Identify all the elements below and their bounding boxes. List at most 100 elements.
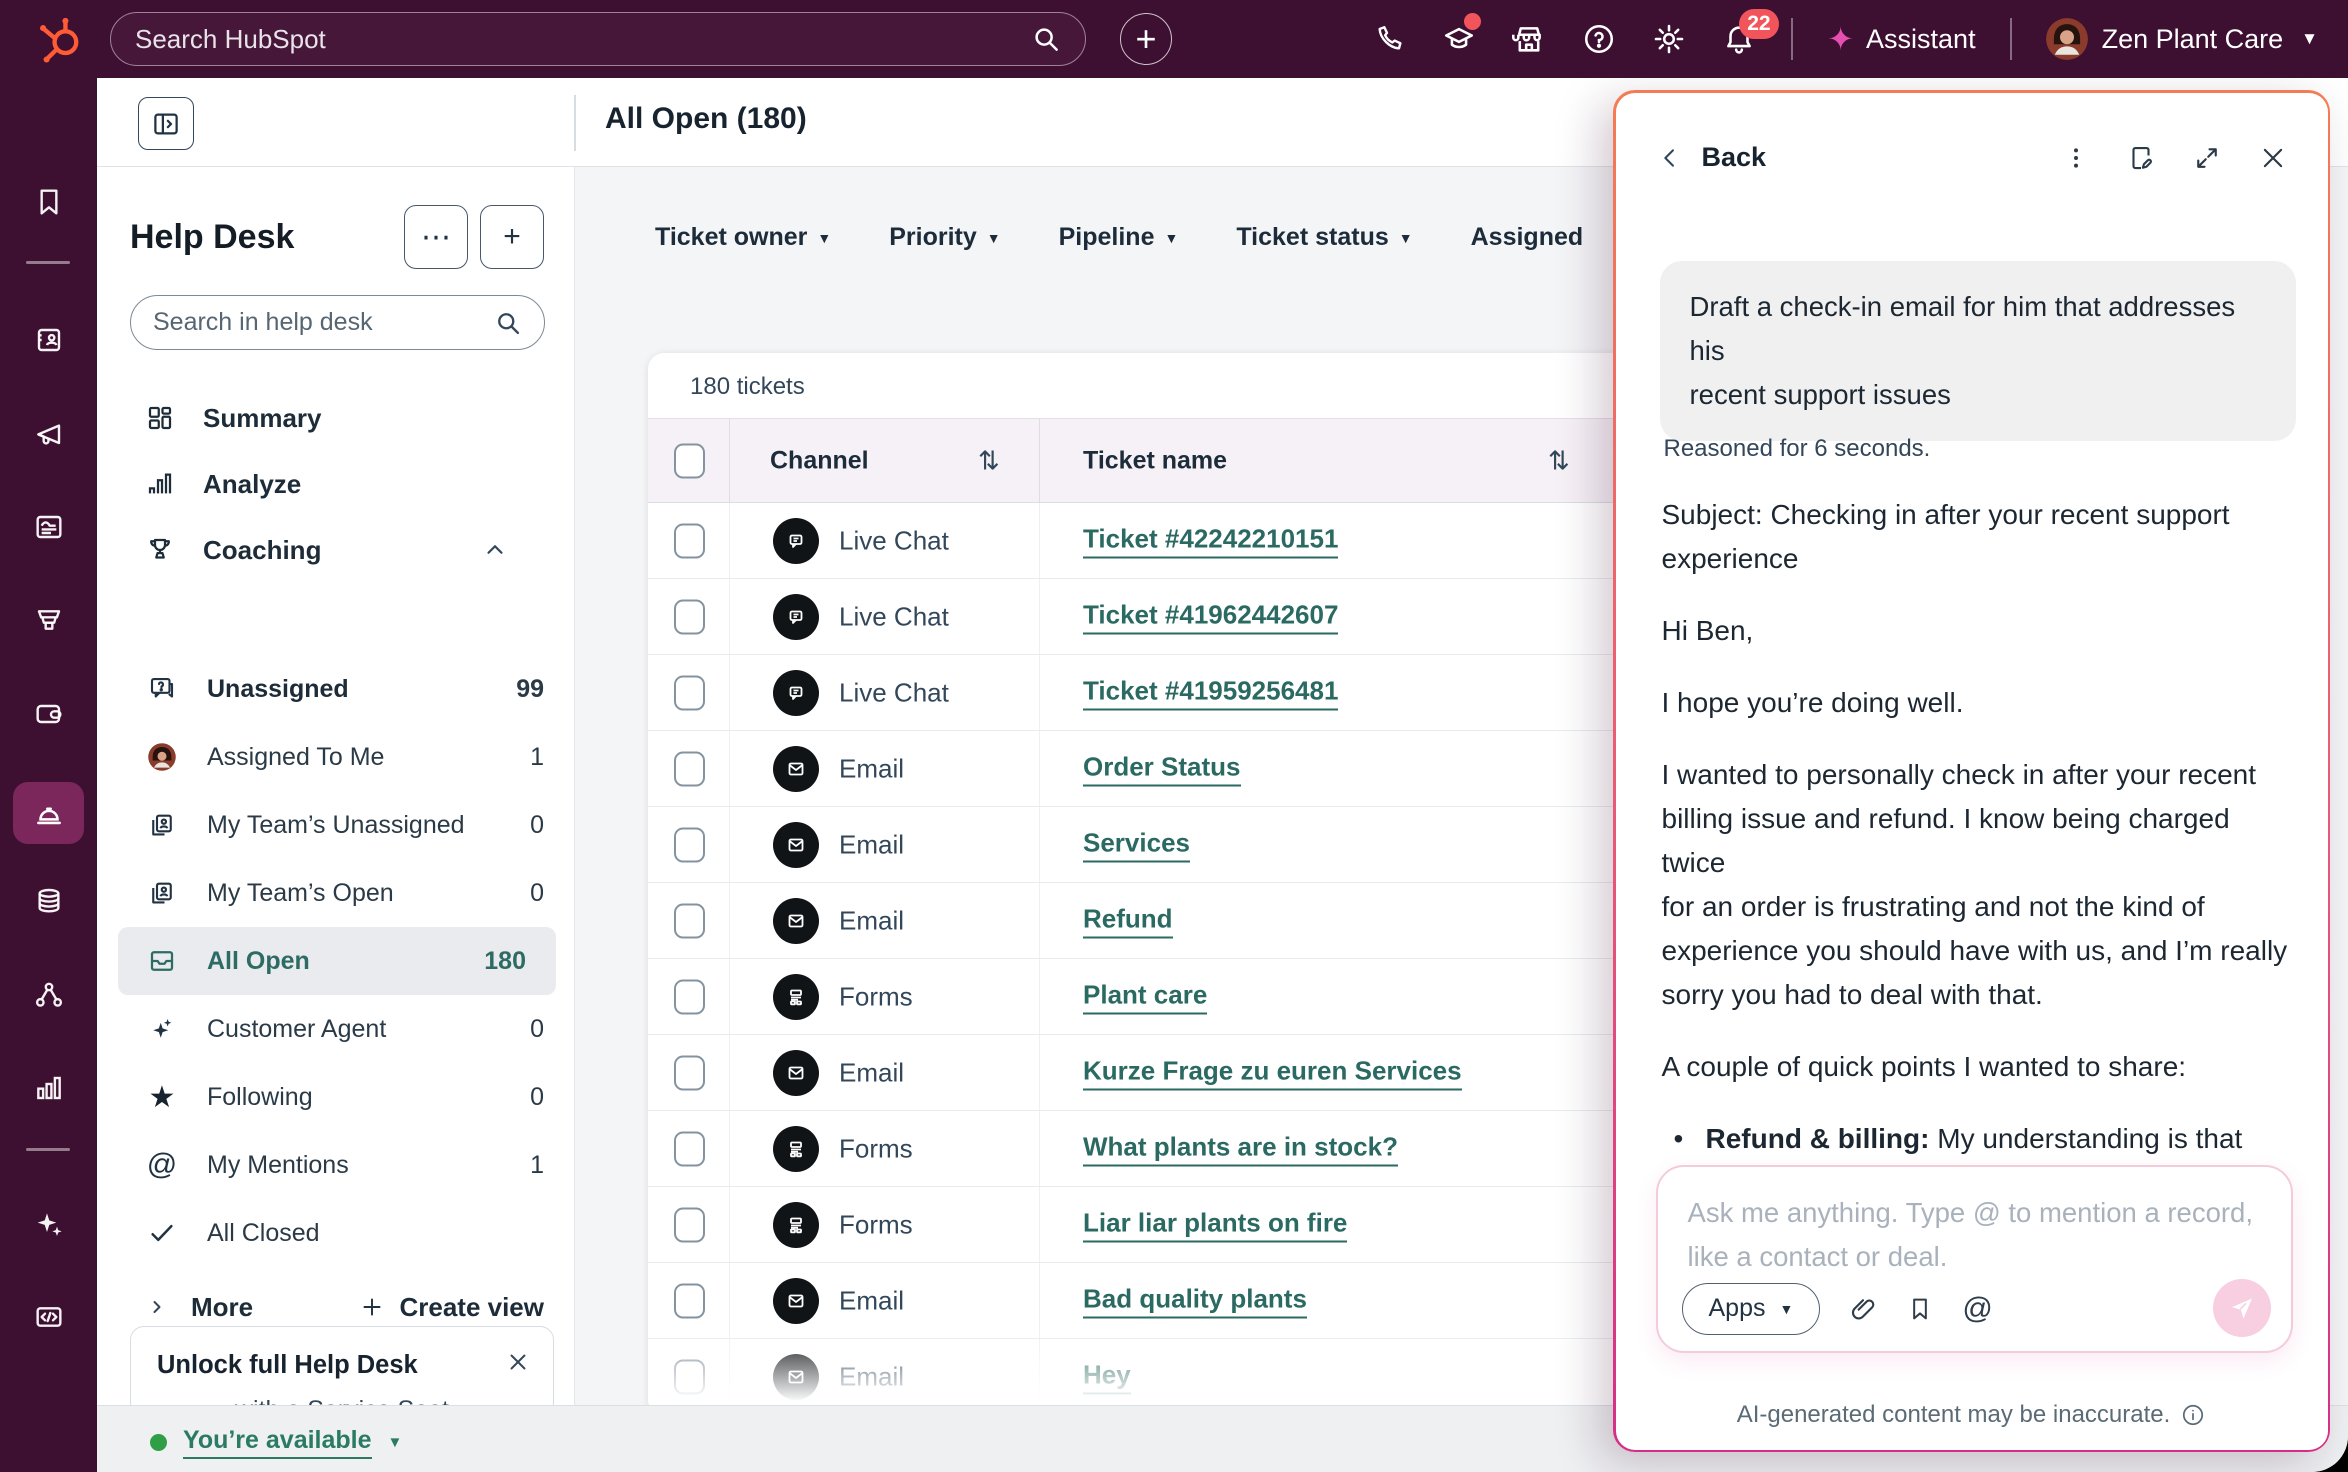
account-menu[interactable]: Zen Plant Care ▼ bbox=[2045, 18, 2318, 60]
filter-ticket-owner[interactable]: Ticket owner ▼ bbox=[655, 223, 831, 252]
mention-icon[interactable]: @ bbox=[1962, 1291, 1993, 1325]
notifications-icon[interactable]: 22 bbox=[1721, 9, 1779, 57]
contacts-icon[interactable] bbox=[0, 316, 97, 364]
create-button[interactable]: + bbox=[1120, 13, 1172, 65]
filter-priority[interactable]: Priority ▼ bbox=[889, 223, 1000, 252]
row-checkbox[interactable] bbox=[674, 979, 705, 1014]
sidebar-item-coaching[interactable]: Coaching bbox=[97, 517, 574, 583]
select-all-checkbox[interactable] bbox=[674, 443, 705, 478]
row-checkbox[interactable] bbox=[674, 675, 705, 710]
row-checkbox[interactable] bbox=[674, 1131, 705, 1166]
academy-icon[interactable] bbox=[1441, 13, 1482, 57]
sidebar-add-button[interactable]: + bbox=[480, 205, 544, 269]
view-my-mentions[interactable]: @ My Mentions 1 bbox=[97, 1131, 574, 1199]
view-team-open[interactable]: My Team’s Open 0 bbox=[97, 859, 574, 927]
send-button[interactable] bbox=[2212, 1278, 2271, 1337]
sidebar-item-analyze[interactable]: Analyze bbox=[97, 451, 574, 517]
ticket-link[interactable]: Plant care bbox=[1083, 979, 1208, 1014]
ticket-link[interactable]: Bad quality plants bbox=[1083, 1283, 1307, 1318]
ticket-link[interactable]: Services bbox=[1083, 827, 1190, 862]
filter-assigned[interactable]: Assigned bbox=[1471, 223, 1584, 252]
live-chat-icon bbox=[773, 669, 819, 716]
close-icon[interactable] bbox=[2258, 143, 2288, 173]
filter-ticket-status[interactable]: Ticket status ▼ bbox=[1236, 223, 1412, 252]
row-checkbox[interactable] bbox=[674, 751, 705, 786]
close-icon[interactable] bbox=[505, 1349, 531, 1375]
email-icon bbox=[773, 1354, 819, 1400]
sidebar-overflow-button[interactable]: ⋯ bbox=[404, 205, 468, 269]
ticket-link[interactable]: Liar liar plants on fire bbox=[1083, 1207, 1348, 1242]
ticket-link[interactable]: Hey bbox=[1083, 1360, 1131, 1395]
ticket-link[interactable]: Order Status bbox=[1083, 751, 1241, 786]
ticket-link[interactable]: Ticket #42242210151 bbox=[1083, 523, 1339, 558]
view-team-unassigned[interactable]: My Team’s Unassigned 0 bbox=[97, 791, 574, 859]
row-checkbox[interactable] bbox=[674, 1359, 705, 1395]
row-checkbox[interactable] bbox=[674, 523, 705, 558]
sidebar-search[interactable] bbox=[130, 295, 545, 350]
email-icon bbox=[773, 1277, 819, 1324]
assistant-button[interactable]: ✦ Assistant bbox=[1827, 23, 1975, 55]
expand-icon[interactable] bbox=[2192, 143, 2222, 173]
sort-icon[interactable]: ⇅ bbox=[978, 445, 1000, 475]
help-icon[interactable] bbox=[1581, 21, 1617, 57]
view-all-open[interactable]: All Open 180 bbox=[118, 927, 556, 995]
ai-sparkle-icon[interactable] bbox=[0, 1200, 97, 1248]
reporting-icon[interactable] bbox=[0, 1064, 97, 1112]
chevron-down-icon: ▼ bbox=[2301, 29, 2318, 48]
ticket-link[interactable]: Ticket #41959256481 bbox=[1083, 675, 1339, 710]
development-icon[interactable] bbox=[0, 1293, 97, 1341]
column-header-channel[interactable]: Channel bbox=[770, 446, 869, 474]
assistant-input-card[interactable]: Ask me anything. Type @ to mention a rec… bbox=[1655, 1164, 2293, 1353]
marketplace-icon[interactable] bbox=[1511, 21, 1547, 57]
view-customer-agent[interactable]: Customer Agent 0 bbox=[97, 995, 574, 1063]
commerce-icon[interactable] bbox=[0, 596, 97, 644]
filter-pipeline[interactable]: Pipeline ▼ bbox=[1059, 223, 1179, 252]
calling-icon[interactable] bbox=[1371, 21, 1407, 57]
sort-icon[interactable]: ⇅ bbox=[1548, 445, 1570, 475]
bookmarks-icon[interactable] bbox=[0, 178, 97, 226]
view-following[interactable]: ★ Following 0 bbox=[97, 1063, 574, 1131]
global-search[interactable] bbox=[110, 12, 1086, 66]
create-view-button[interactable]: Create view bbox=[359, 1292, 544, 1323]
row-checkbox[interactable] bbox=[674, 1207, 705, 1242]
marketing-icon[interactable] bbox=[0, 411, 97, 459]
reasoning-status[interactable]: Reasoned for 6 seconds. bbox=[1663, 434, 1931, 462]
row-checkbox[interactable] bbox=[674, 827, 705, 862]
content-icon[interactable] bbox=[0, 503, 97, 551]
row-checkbox[interactable] bbox=[674, 1055, 705, 1090]
view-all-closed[interactable]: All Closed bbox=[97, 1199, 574, 1267]
ticket-link[interactable]: Ticket #41962442607 bbox=[1083, 599, 1339, 634]
automations-icon[interactable] bbox=[0, 971, 97, 1019]
sidebar-item-summary[interactable]: Summary bbox=[97, 385, 574, 451]
ticket-link[interactable]: What plants are in stock? bbox=[1083, 1131, 1398, 1166]
row-checkbox[interactable] bbox=[674, 1283, 705, 1318]
ticket-link[interactable]: Refund bbox=[1083, 903, 1173, 938]
collapse-sidebar-button[interactable] bbox=[138, 97, 194, 150]
global-search-input[interactable] bbox=[135, 23, 1031, 55]
row-checkbox[interactable] bbox=[674, 599, 705, 634]
new-note-icon[interactable] bbox=[2126, 143, 2156, 173]
attach-icon[interactable] bbox=[1848, 1294, 1878, 1324]
service-bell-icon[interactable] bbox=[0, 789, 97, 837]
view-unassigned[interactable]: Unassigned 99 bbox=[97, 655, 574, 723]
back-button[interactable]: Back bbox=[1656, 142, 2062, 173]
more-views-button[interactable]: More bbox=[145, 1292, 359, 1323]
row-checkbox[interactable] bbox=[674, 903, 705, 938]
assistant-input-placeholder[interactable]: Ask me anything. Type @ to mention a rec… bbox=[1687, 1196, 2253, 1272]
channel-label: Email bbox=[839, 1361, 905, 1392]
info-icon[interactable] bbox=[2180, 1402, 2206, 1428]
sidebar-search-input[interactable] bbox=[153, 308, 494, 337]
chevron-up-icon[interactable] bbox=[482, 537, 508, 563]
payments-icon[interactable] bbox=[0, 690, 97, 738]
column-header-ticket-name[interactable]: Ticket name bbox=[1083, 446, 1228, 474]
kebab-menu-icon[interactable] bbox=[2062, 144, 2090, 172]
availability-toggle[interactable]: You’re available ▼ bbox=[150, 1426, 402, 1459]
database-icon[interactable] bbox=[0, 878, 97, 926]
bullet-dot: • bbox=[1673, 1122, 1684, 1154]
apps-dropdown[interactable]: Apps ▼ bbox=[1681, 1282, 1821, 1335]
ticket-link[interactable]: Kurze Frage zu euren Services bbox=[1083, 1055, 1462, 1090]
hubspot-logo-icon[interactable] bbox=[34, 14, 86, 66]
view-assigned-to-me[interactable]: Assigned To Me 1 bbox=[97, 723, 574, 791]
bookmark-icon[interactable] bbox=[1906, 1295, 1934, 1323]
settings-icon[interactable] bbox=[1651, 21, 1687, 57]
